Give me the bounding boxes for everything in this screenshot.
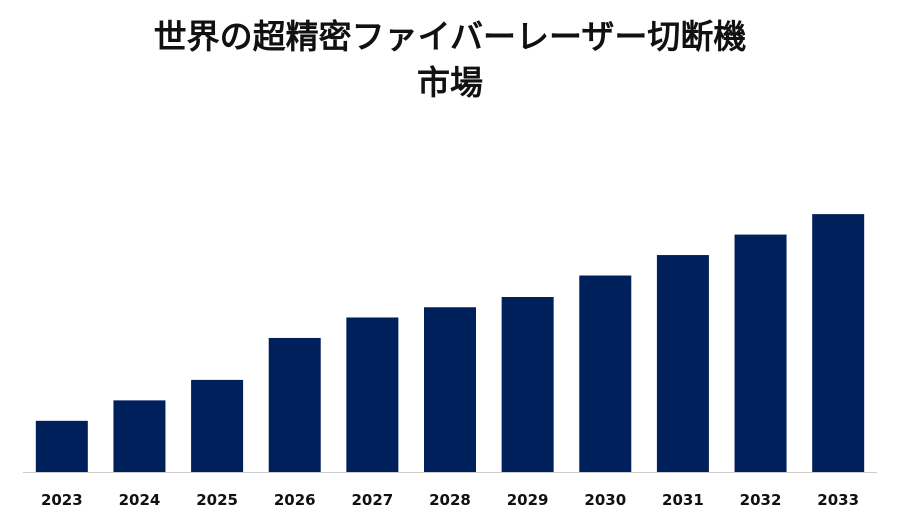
chart-title: 世界の超精密ファイバーレーザー切断機 市場 — [0, 14, 900, 106]
x-tick-label-2026: 2026 — [274, 491, 316, 509]
bar-2029 — [501, 297, 554, 472]
x-tick-labels: 2023 2024 2025 2026 2027 2028 2029 2030 2031 2032… — [41, 491, 859, 509]
bar-2027 — [346, 317, 399, 472]
chart-title-line-1: 世界の超精密ファイバーレーザー切断機 — [153, 17, 747, 56]
x-tick-label-2027: 2027 — [351, 491, 393, 509]
x-tick-label-2033: 2033 — [817, 491, 859, 509]
bar-2031 — [656, 255, 709, 472]
bars-group — [35, 214, 865, 472]
bar-2033 — [812, 214, 865, 472]
x-tick-label-2029: 2029 — [507, 491, 549, 509]
bar-2024 — [113, 400, 166, 472]
x-tick-label-2031: 2031 — [662, 491, 704, 509]
bar-2025 — [191, 379, 244, 472]
x-tick-label-2023: 2023 — [41, 491, 83, 509]
bar-2028 — [424, 307, 476, 472]
chart-title-line-2: 市場 — [417, 63, 483, 102]
bar-2032 — [734, 234, 787, 472]
x-tick-label-2028: 2028 — [429, 491, 471, 509]
bar-2030 — [579, 275, 632, 472]
x-tick-label-2024: 2024 — [119, 491, 161, 509]
bar-2026 — [268, 337, 321, 472]
x-tick-label-2032: 2032 — [740, 491, 782, 509]
x-tick-label-2025: 2025 — [196, 491, 238, 509]
bar-2023 — [35, 420, 88, 472]
x-tick-label-2030: 2030 — [584, 491, 626, 509]
